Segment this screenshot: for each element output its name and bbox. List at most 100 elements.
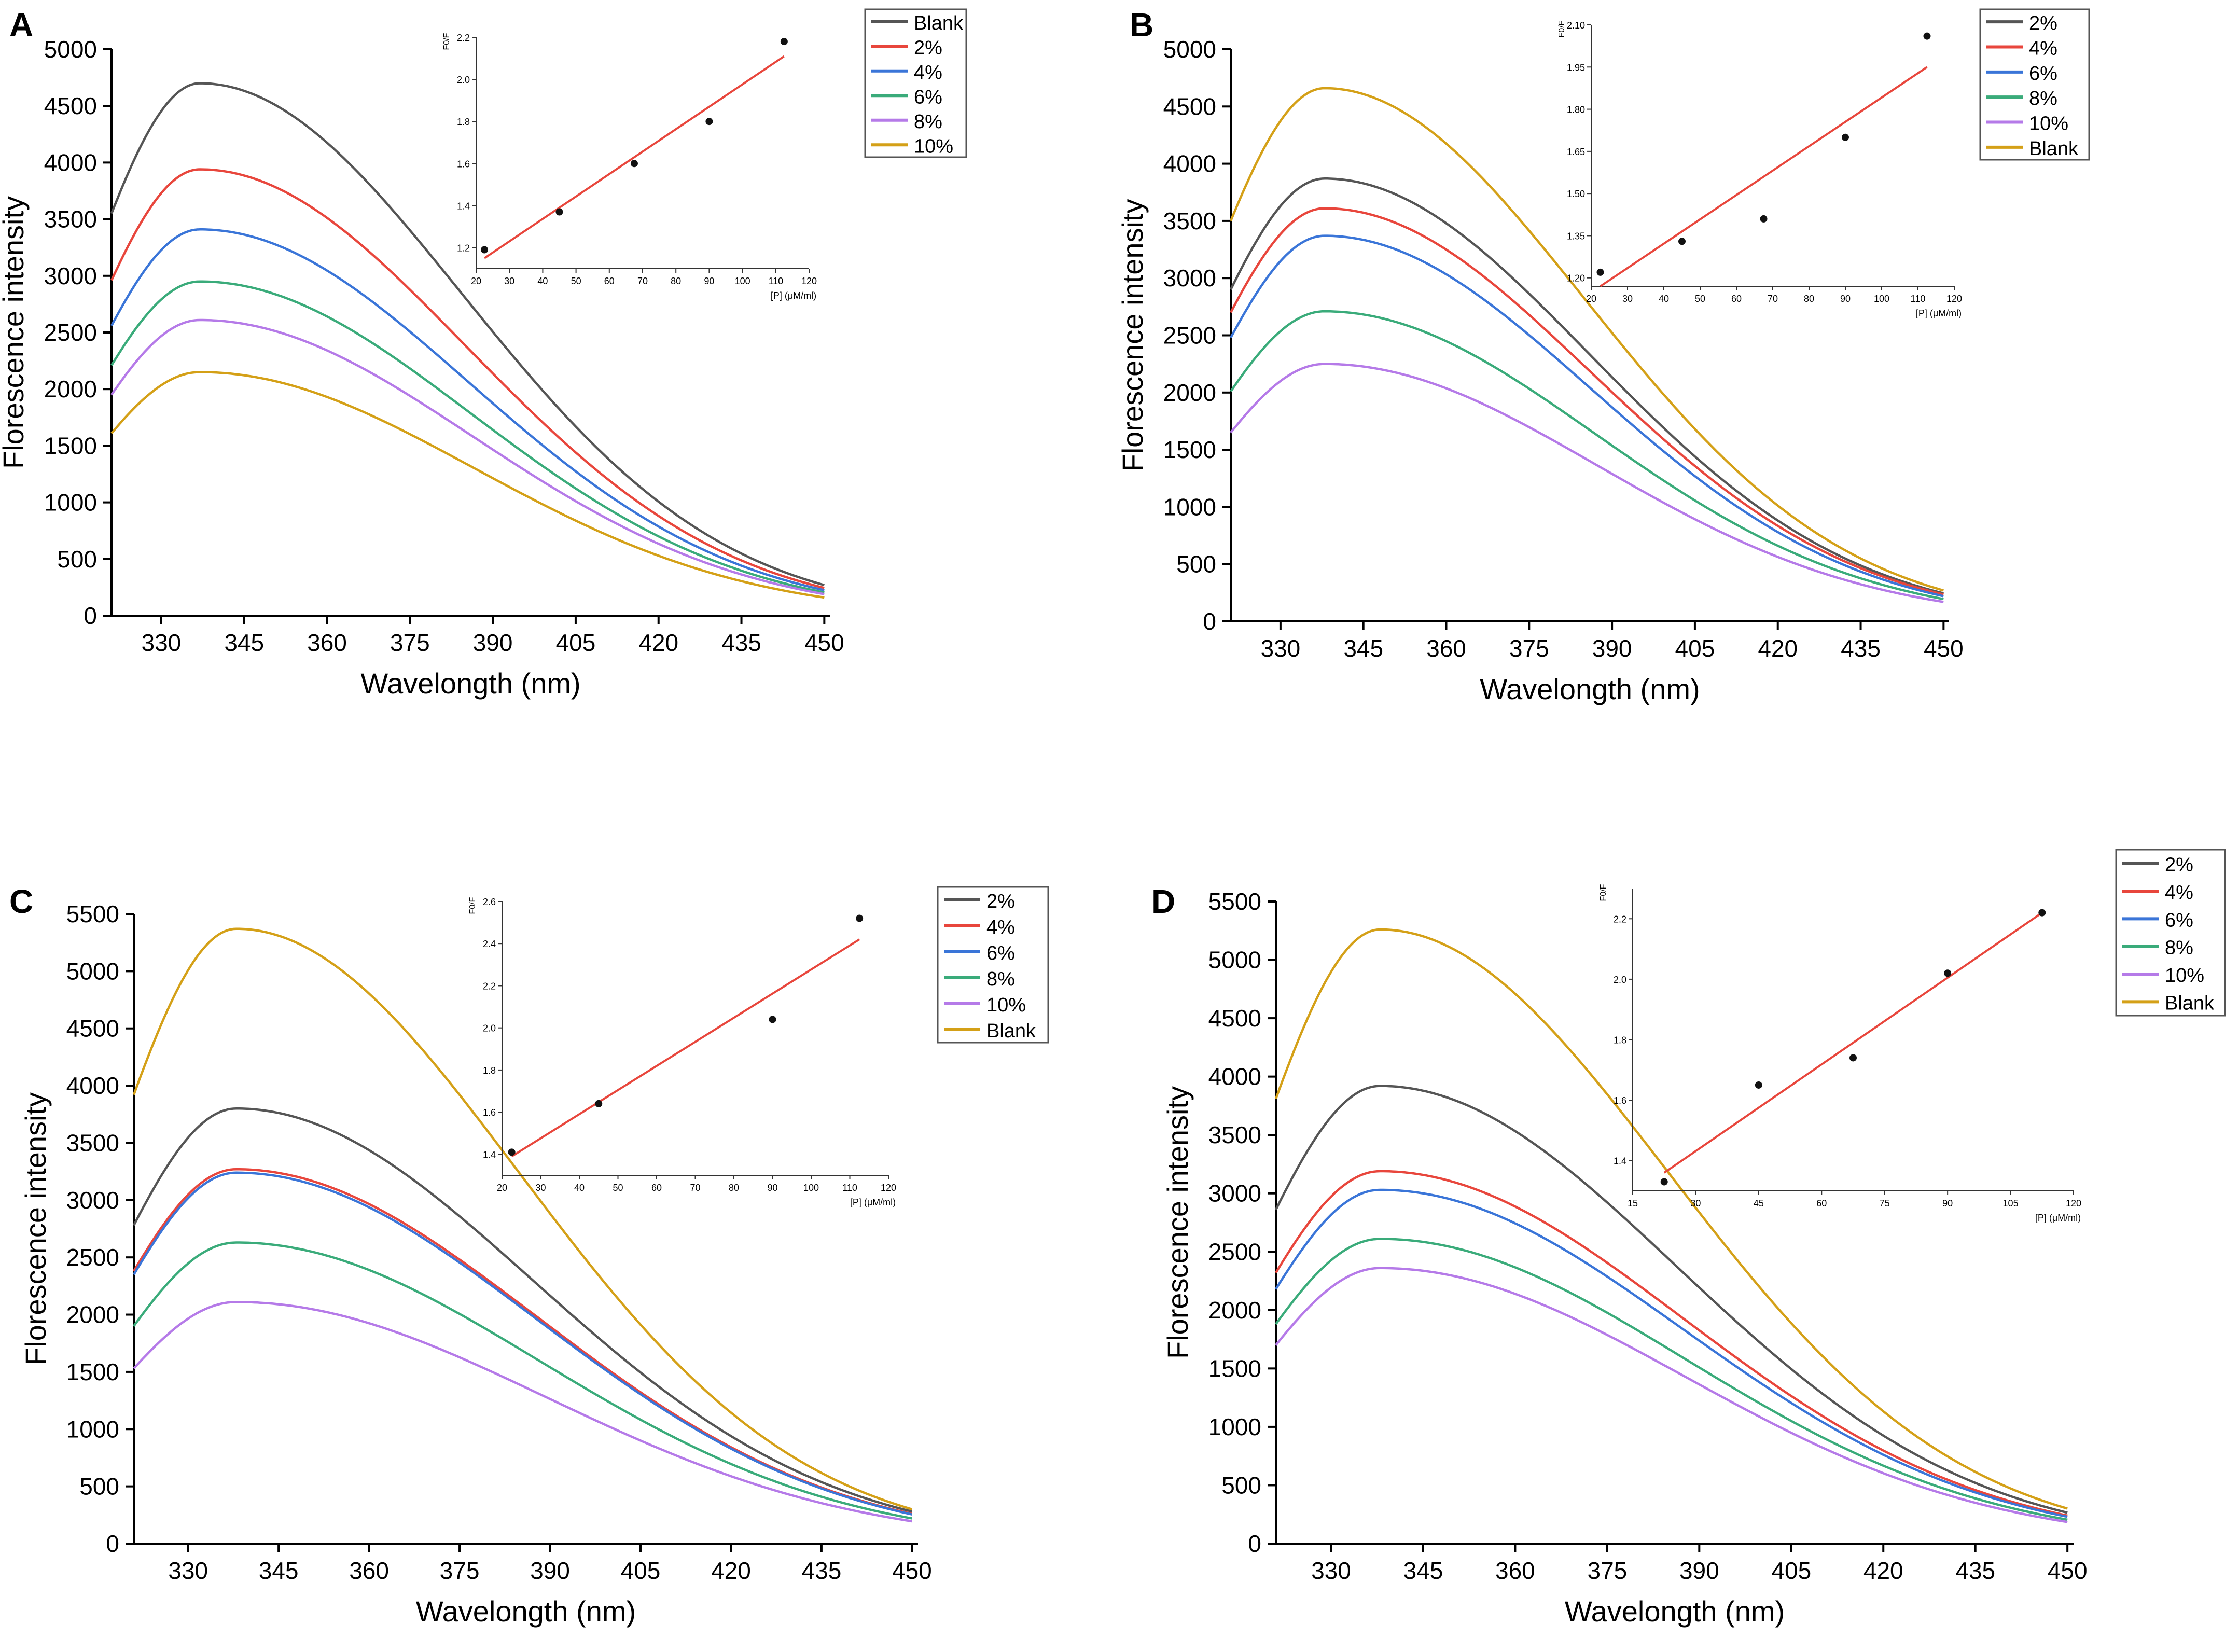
y-tick-label: 2000 — [66, 1301, 119, 1328]
legend-label: 6% — [2029, 63, 2057, 85]
legend-label: 6% — [2165, 909, 2193, 931]
series-line-blank — [1274, 928, 2068, 1510]
x-tick-label: 450 — [2048, 1557, 2088, 1584]
inset-y-tick-label: 2.2 — [1614, 914, 1626, 924]
panel-a: A 0 500 1000 1500 2000 2500 3000 3500 4000 4500 500… — [0, 6, 967, 700]
inset-y-tick-label: 2.0 — [457, 75, 470, 85]
x-tick-label: 405 — [556, 629, 596, 656]
series-line-4pct — [110, 228, 825, 592]
y-axis-label: Florescence intensity — [1161, 1086, 1194, 1359]
inset-y-axis-label: F0/F — [442, 33, 451, 50]
x-tick-label: 450 — [892, 1557, 932, 1584]
x-tick-label: 330 — [168, 1557, 208, 1584]
inset-data-point — [1755, 1081, 1762, 1089]
y-tick-label: 2500 — [44, 319, 97, 346]
inset-y-axis-label: F0/F — [1557, 20, 1566, 37]
inset-y-tick-label: 1.4 — [1614, 1156, 1626, 1167]
x-tick-label: 390 — [530, 1557, 570, 1584]
inset-x-tick-label: 120 — [2066, 1198, 2081, 1209]
inset-data-point — [630, 160, 638, 168]
x-axis-label: Wavelongth (nm) — [416, 1595, 636, 1628]
inset-fit-line — [483, 55, 785, 259]
series-line-6pct — [1230, 234, 1944, 598]
series-line-4pct — [1230, 207, 1944, 596]
series-line-2pct — [110, 168, 825, 589]
y-axis-label: Florescence intensity — [1116, 199, 1149, 471]
legend-label: Blank — [986, 1020, 1036, 1042]
y-tick-label: 4000 — [1208, 1063, 1261, 1090]
inset-x-tick-label: 80 — [671, 276, 681, 286]
series-line-8pct — [1230, 310, 1944, 601]
legend-label: 4% — [986, 917, 1015, 938]
x-tick-label: 435 — [1841, 635, 1881, 662]
legend-box — [864, 8, 967, 158]
inset-y-tick-label: 1.4 — [483, 1149, 496, 1160]
inset-x-tick-label: 60 — [604, 276, 615, 286]
inset-x-axis-label: [P] (μM/ml) — [771, 290, 816, 301]
legend-label: 10% — [986, 994, 1026, 1016]
inset-data-point — [508, 1148, 516, 1156]
y-tick-label: 2000 — [44, 376, 97, 402]
inset-y-tick-label: 2.10 — [1567, 20, 1585, 31]
inset-y-tick-label: 1.50 — [1567, 189, 1585, 199]
inset-data-point — [1842, 133, 1849, 141]
x-tick-label: 360 — [349, 1557, 389, 1584]
inset-x-tick-label: 100 — [735, 276, 750, 286]
inset-data-point — [1596, 268, 1604, 276]
y-tick-label: 3000 — [44, 262, 97, 289]
y-tick-label: 1500 — [44, 432, 97, 459]
y-tick-label: 2500 — [1208, 1238, 1261, 1265]
inset-x-tick-label: 30 — [535, 1183, 546, 1193]
x-tick-label: 405 — [621, 1557, 661, 1584]
x-tick-label: 435 — [1955, 1557, 1995, 1584]
series-line-10pct — [1275, 1267, 2068, 1523]
inset-y-tick-label: 1.8 — [1614, 1035, 1626, 1046]
series-line-blank — [110, 82, 825, 587]
inset-x-tick-label: 70 — [690, 1183, 700, 1193]
y-tick-label: 2000 — [1208, 1297, 1261, 1324]
y-tick-label: 0 — [1203, 608, 1216, 635]
y-tick-label: 500 — [79, 1473, 119, 1500]
inset-y-tick-label: 2.0 — [483, 1023, 496, 1034]
x-tick-label: 360 — [307, 629, 347, 656]
inset-x-tick-label: 100 — [803, 1183, 819, 1193]
y-tick-label: 1000 — [44, 489, 97, 516]
inset-y-tick-label: 2.4 — [483, 939, 496, 949]
y-tick-label: 0 — [84, 602, 97, 629]
x-tick-label: 420 — [1863, 1557, 1903, 1584]
x-tick-label: 345 — [1403, 1557, 1443, 1584]
inset-y-tick-label: 1.8 — [483, 1065, 496, 1076]
inset-x-tick-label: 70 — [1768, 294, 1778, 304]
inset-x-axis-label: [P] (μM/ml) — [1916, 308, 1962, 318]
y-tick-label: 3500 — [1208, 1121, 1261, 1148]
inset-x-tick-label: 30 — [1622, 294, 1633, 304]
series-line-10pct — [133, 1301, 912, 1523]
inset-y-tick-label: 1.6 — [457, 159, 470, 169]
y-tick-label: 5500 — [66, 900, 119, 927]
inset-data-point — [780, 38, 788, 46]
y-tick-label: 4000 — [66, 1072, 119, 1099]
x-tick-label: 390 — [1679, 1557, 1719, 1584]
legend-label: 10% — [2029, 113, 2068, 135]
y-axis-label: Florescence intensity — [0, 196, 30, 469]
legend-label: 8% — [986, 968, 1015, 990]
legend-label: 6% — [914, 86, 942, 108]
inset-data-point — [595, 1100, 603, 1107]
x-tick-label: 375 — [390, 629, 430, 656]
x-tick-label: 405 — [1771, 1557, 1811, 1584]
series-line-blank — [132, 927, 913, 1510]
legend-label: 2% — [986, 891, 1015, 912]
legend-label: 8% — [2029, 88, 2057, 109]
y-tick-label: 3000 — [66, 1187, 119, 1214]
inset-x-tick-label: 80 — [1804, 294, 1814, 304]
legend-box — [937, 886, 1049, 1044]
x-tick-label: 450 — [1924, 635, 1964, 662]
legend-label: 10% — [2165, 965, 2204, 987]
inset-x-tick-label: 120 — [881, 1183, 896, 1193]
inset-y-axis-label: F0/F — [1599, 884, 1608, 901]
y-tick-label: 500 — [57, 546, 97, 573]
inset-x-tick-label: 80 — [729, 1183, 739, 1193]
legend-label: Blank — [2165, 992, 2215, 1014]
y-tick-label: 3500 — [66, 1129, 119, 1156]
inset-x-tick-label: 20 — [1586, 294, 1596, 304]
